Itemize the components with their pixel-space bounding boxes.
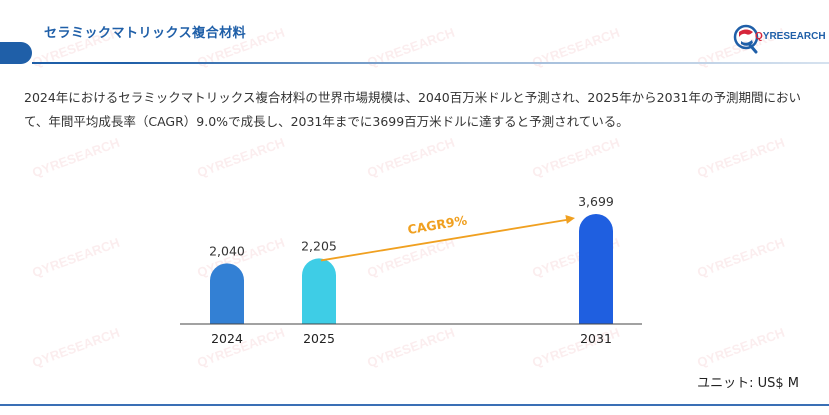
header: セラミックマトリックス複合材料 QYRESEARCH	[0, 0, 829, 70]
page-title: セラミックマトリックス複合材料	[44, 26, 247, 41]
bar-2025	[302, 258, 336, 324]
bar-2024	[210, 263, 244, 324]
header-accent-tab	[0, 42, 32, 64]
data-label-2025: 2,205	[301, 238, 337, 253]
unit-label: ユニット: US$ M	[697, 376, 799, 391]
cagr-annotation: CAGR9%	[406, 212, 468, 237]
qyresearch-logo: QYRESEARCH	[733, 22, 826, 56]
bar-2031	[579, 214, 613, 324]
footer-line	[0, 404, 829, 406]
globe-icon	[733, 24, 759, 54]
data-label-2024: 2,040	[209, 243, 245, 258]
x-tick-label-2024: 2024	[211, 331, 243, 346]
cagr-arrow-head	[565, 215, 575, 224]
cagr-arrow-line	[320, 218, 570, 262]
x-tick-label-2031: 2031	[580, 331, 612, 346]
header-underline	[32, 62, 829, 64]
market-summary-text: 2024年におけるセラミックマトリックス複合材料の世界市場規模は、2040百万米…	[24, 90, 801, 129]
logo-wordmark: QYRESEARCH	[755, 31, 826, 42]
x-tick-label-2025: 2025	[303, 331, 335, 346]
data-label-2031: 3,699	[578, 194, 614, 209]
